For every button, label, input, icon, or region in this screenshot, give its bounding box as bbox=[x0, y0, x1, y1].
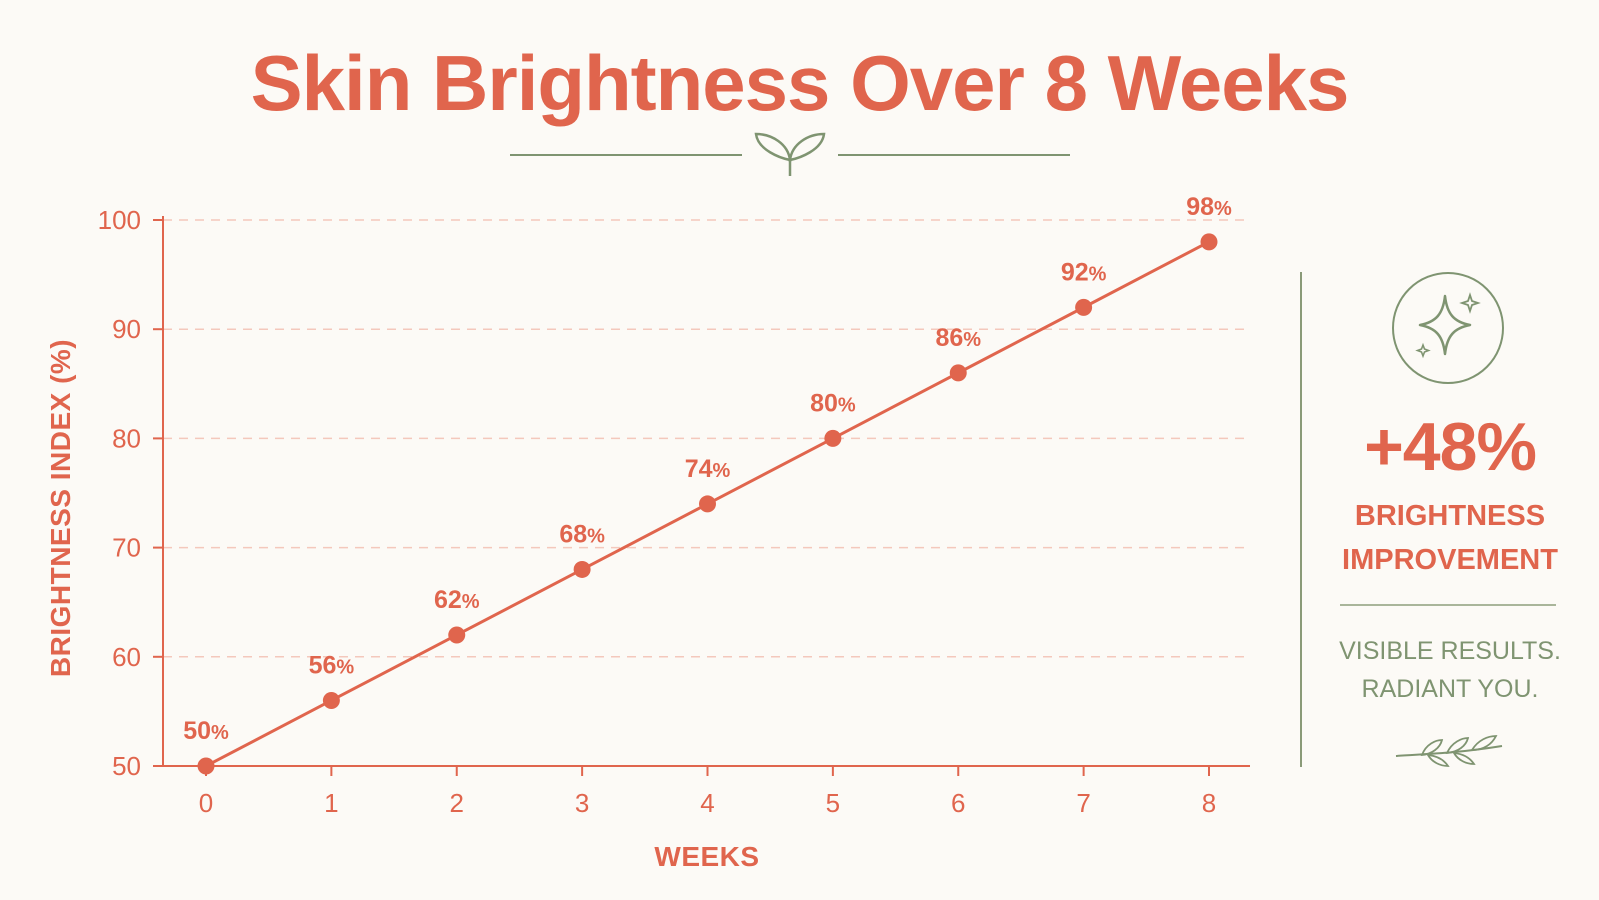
y-tick-label: 90 bbox=[112, 314, 141, 344]
data-label: 68% bbox=[559, 520, 605, 548]
data-label: 86% bbox=[935, 324, 981, 352]
data-point bbox=[197, 757, 215, 775]
y-tick-label: 100 bbox=[98, 205, 141, 235]
x-tick-label: 7 bbox=[1076, 788, 1090, 818]
y-tick-label: 50 bbox=[112, 751, 141, 781]
grid-lines bbox=[163, 219, 1250, 658]
data-point bbox=[699, 495, 716, 513]
data-point bbox=[573, 560, 591, 578]
improvement-label-line2: IMPROVEMENT bbox=[1342, 544, 1558, 576]
data-label: 50% bbox=[183, 717, 229, 745]
x-tick-label: 8 bbox=[1202, 788, 1216, 818]
x-tick-label: 4 bbox=[700, 788, 714, 818]
y-tick-label: 60 bbox=[112, 642, 141, 672]
data-label: 80% bbox=[810, 389, 856, 417]
branch-leaves-icon bbox=[1395, 735, 1503, 767]
sparkle-icon bbox=[1392, 272, 1504, 384]
side-divider bbox=[1300, 272, 1302, 767]
improvement-value: +48% bbox=[1364, 409, 1537, 485]
tagline: VISIBLE RESULTS. RADIANT YOU. bbox=[1320, 632, 1580, 708]
x-tick-label: 0 bbox=[199, 788, 213, 818]
data-point bbox=[949, 364, 967, 382]
x-tick-label: 5 bbox=[826, 788, 840, 818]
x-tick-label: 2 bbox=[450, 788, 464, 818]
improvement-label: BRIGHTNESS IMPROVEMENT bbox=[1320, 494, 1580, 582]
y-tick-label: 80 bbox=[112, 423, 141, 453]
axes: 50 60 70 80 90 100 0 1 2 3 4 5 6 7 8 bbox=[98, 205, 1250, 818]
x-tick-label: 3 bbox=[575, 788, 589, 818]
data-point bbox=[448, 626, 466, 644]
data-label: 56% bbox=[309, 651, 355, 679]
side-rule bbox=[1340, 604, 1556, 606]
data-point bbox=[1200, 233, 1218, 251]
data-label: 98% bbox=[1186, 193, 1232, 221]
data-label: 92% bbox=[1061, 258, 1107, 286]
y-axis-title: BRIGHTNESS INDEX (%) bbox=[45, 339, 76, 677]
x-tick-label: 6 bbox=[951, 788, 965, 818]
data-point bbox=[322, 691, 340, 709]
y-tick-label: 70 bbox=[112, 533, 141, 563]
data-label: 74% bbox=[685, 455, 731, 483]
data-points bbox=[197, 233, 1218, 775]
improvement-label-line1: BRIGHTNESS bbox=[1354, 500, 1546, 532]
data-point bbox=[1075, 298, 1093, 316]
chart-title: Skin Brightness Over 8 Weeks bbox=[250, 39, 1350, 127]
x-axis-title: WEEKS bbox=[654, 841, 759, 872]
tagline-line1: VISIBLE RESULTS. bbox=[1339, 637, 1561, 665]
tagline-line2: RADIANT YOU. bbox=[1361, 675, 1539, 703]
leaf-sprout-icon bbox=[510, 132, 1070, 176]
data-labels: 50% 56% 62% 68% 74% 80% 86% 92% 98% bbox=[183, 193, 1232, 745]
x-tick-label: 1 bbox=[324, 788, 338, 818]
data-point bbox=[824, 429, 842, 447]
data-label: 62% bbox=[434, 586, 480, 614]
